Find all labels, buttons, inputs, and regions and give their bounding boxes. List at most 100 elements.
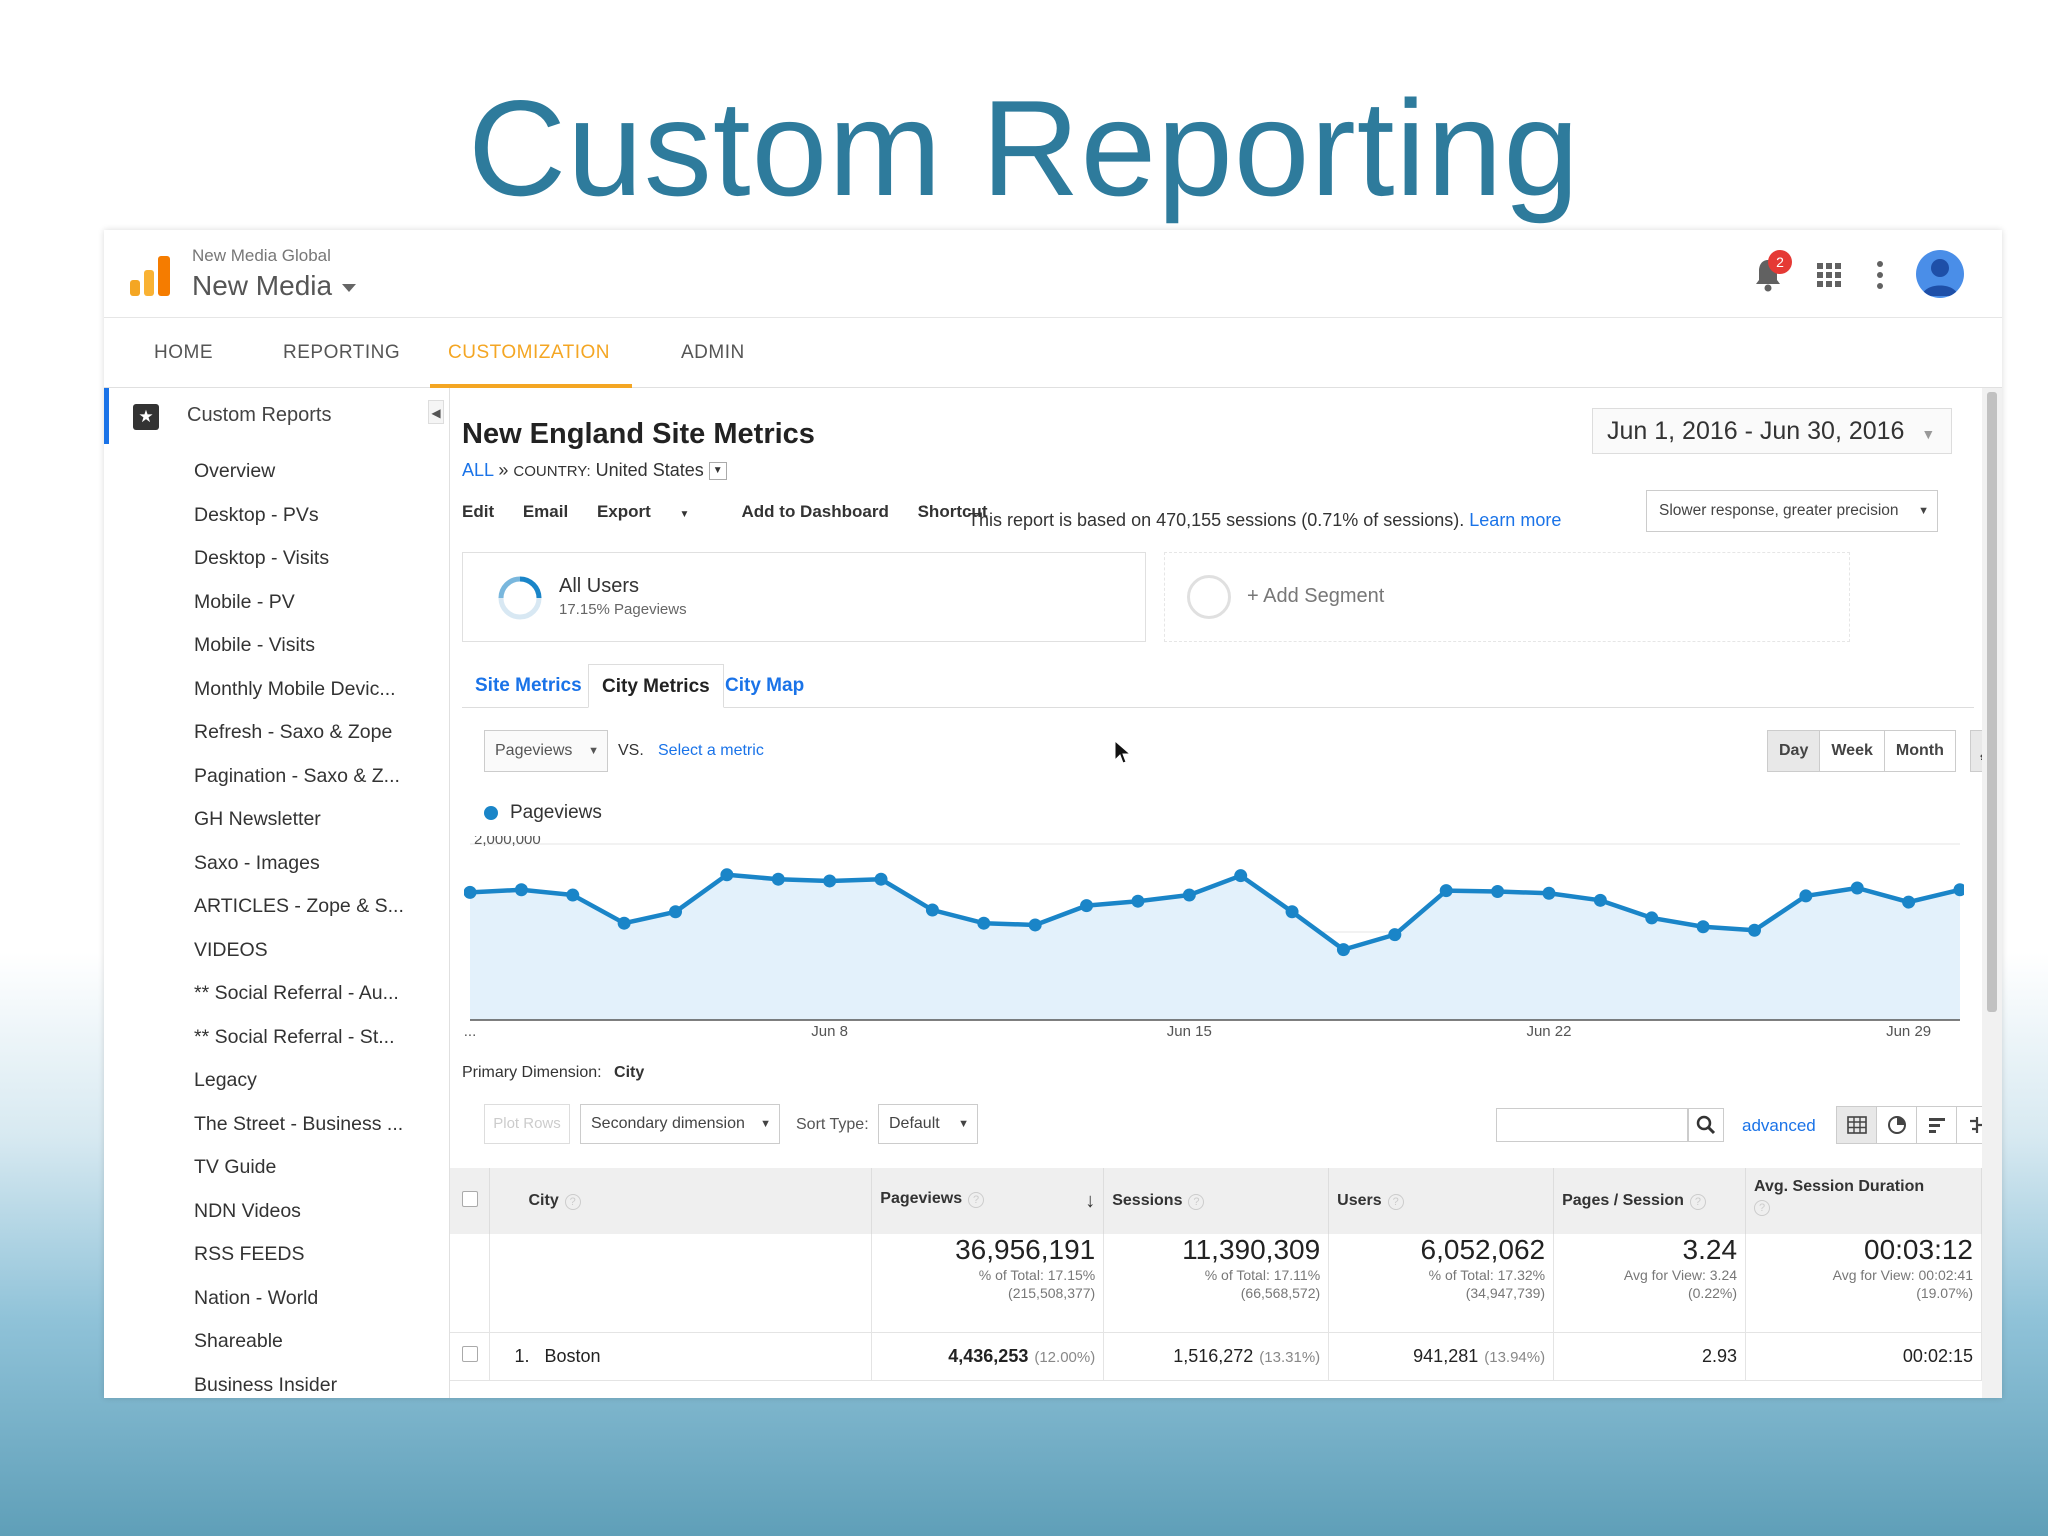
column-header-city[interactable]: City?: [489, 1168, 873, 1234]
scrollbar[interactable]: [1982, 388, 2002, 1398]
apps-grid-icon[interactable]: [1816, 262, 1842, 288]
edit-button[interactable]: Edit: [462, 502, 495, 521]
month-button[interactable]: Month: [1884, 731, 1955, 771]
sidebar-item[interactable]: ** Social Referral - St...: [194, 1025, 395, 1048]
sidebar-section-label: Custom Reports: [187, 404, 332, 426]
collapse-sidebar-icon[interactable]: ◀: [428, 400, 444, 424]
sidebar-item[interactable]: Desktop - Visits: [194, 547, 330, 569]
report-tabs: Site Metrics City Metrics City Map: [462, 664, 1974, 708]
learn-more-link[interactable]: Learn more: [1469, 510, 1562, 530]
table-grid-icon: [1846, 1116, 1867, 1134]
tab-city-metrics[interactable]: City Metrics: [588, 664, 724, 708]
tab-city-map[interactable]: City Map: [725, 675, 805, 696]
column-header-sessions[interactable]: Sessions?: [1103, 1168, 1330, 1234]
help-icon[interactable]: ?: [564, 1194, 581, 1210]
sidebar-item[interactable]: The Street - Business ...: [194, 1112, 404, 1135]
nav-home[interactable]: HOME: [154, 342, 213, 363]
data-point: [720, 868, 734, 882]
sort-type-select[interactable]: Default ▼: [878, 1104, 978, 1144]
add-segment-button[interactable]: + Add Segment: [1164, 552, 1850, 642]
nav-admin[interactable]: ADMIN: [681, 342, 745, 363]
sidebar-item[interactable]: ** Social Referral - Au...: [194, 982, 399, 1004]
help-icon[interactable]: ?: [968, 1191, 985, 1208]
sidebar-section-custom-reports[interactable]: ★ Custom Reports ◀: [104, 388, 450, 444]
advanced-filter-link[interactable]: advanced: [1742, 1116, 1816, 1135]
help-icon[interactable]: ?: [1689, 1194, 1706, 1210]
nav-reporting[interactable]: REPORTING: [283, 342, 401, 363]
day-button[interactable]: Day: [1768, 731, 1821, 771]
week-button[interactable]: Week: [1820, 731, 1885, 771]
sidebar-item[interactable]: Mobile - PV: [194, 590, 295, 613]
chevron-down-icon[interactable]: ▼: [708, 462, 727, 481]
column-header-avg-session-duration[interactable]: Avg. Session Duration?: [1745, 1168, 1982, 1234]
help-icon[interactable]: ?: [1754, 1200, 1771, 1216]
performance-view-button[interactable]: [1917, 1107, 1957, 1143]
sidebar-item[interactable]: TV Guide: [194, 1156, 277, 1178]
shortcut-button[interactable]: Shortcut: [917, 502, 988, 521]
help-icon[interactable]: ?: [1188, 1194, 1205, 1210]
cell-value: 1,516,272: [1173, 1345, 1254, 1366]
chevron-down-icon: ▼: [1918, 505, 1929, 517]
sidebar-item[interactable]: Legacy: [194, 1069, 257, 1091]
search-button[interactable]: [1688, 1108, 1724, 1142]
data-point: [464, 885, 477, 899]
sidebar-item[interactable]: Shareable: [194, 1330, 283, 1352]
data-point: [514, 883, 528, 897]
precision-select[interactable]: Slower response, greater precision ▼: [1646, 490, 1938, 532]
sort-type-label: Sort Type:: [796, 1116, 869, 1133]
sidebar-item[interactable]: Mobile - Visits: [194, 634, 316, 656]
sidebar-item[interactable]: RSS FEEDS: [194, 1243, 305, 1265]
sidebar-item[interactable]: Desktop - PVs: [194, 503, 319, 526]
total-subtext: Avg for View: 3.24: [1623, 1267, 1738, 1283]
percentage-view-button[interactable]: [1877, 1107, 1917, 1143]
sidebar-item[interactable]: GH Newsletter: [194, 808, 321, 830]
secondary-dimension-select[interactable]: Secondary dimension ▼: [580, 1104, 780, 1144]
sidebar-item[interactable]: Refresh - Saxo & Zope: [194, 721, 393, 743]
sidebar-item[interactable]: Business Insider: [194, 1373, 338, 1396]
add-to-dashboard-button[interactable]: Add to Dashboard: [741, 502, 889, 521]
column-header-users[interactable]: Users?: [1328, 1168, 1555, 1234]
help-icon[interactable]: ?: [1387, 1194, 1404, 1210]
export-button[interactable]: Export ▼: [597, 502, 713, 521]
table-toolbar: Plot Rows Secondary dimension ▼ Sort Type…: [450, 1096, 2002, 1152]
sidebar-item[interactable]: Saxo - Images: [194, 851, 320, 874]
sidebar-item[interactable]: ARTICLES - Zope & S...: [194, 895, 404, 917]
column-header-pageviews[interactable]: Pageviews? ↓: [871, 1168, 1105, 1234]
select-all-checkbox[interactable]: [461, 1190, 478, 1207]
data-view-button[interactable]: [1837, 1107, 1877, 1143]
column-header-pages-session[interactable]: Pages / Session?: [1553, 1168, 1747, 1234]
date-range-picker[interactable]: Jun 1, 2016 - Jun 30, 2016 ▼: [1592, 408, 1952, 454]
primary-dimension-label: Primary Dimension:: [462, 1064, 602, 1081]
email-button[interactable]: Email: [522, 502, 569, 521]
main-nav: HOME REPORTING CUSTOMIZATION ADMIN: [104, 318, 2002, 388]
table-search-input[interactable]: [1496, 1108, 1688, 1142]
segment-all-users[interactable]: All Users 17.15% Pageviews: [462, 552, 1146, 642]
nav-customization[interactable]: CUSTOMIZATION: [430, 318, 633, 388]
row-checkbox[interactable]: [461, 1345, 478, 1362]
sidebar-item[interactable]: Nation - World: [194, 1286, 319, 1309]
sidebar-item[interactable]: Pagination - Saxo & Z...: [194, 764, 400, 787]
user-avatar[interactable]: [1916, 250, 1964, 298]
select-metric-link[interactable]: Select a metric: [658, 742, 764, 759]
city-link[interactable]: Boston: [544, 1345, 601, 1366]
tab-site-metrics[interactable]: Site Metrics: [475, 675, 582, 696]
sampling-notice: This report is based on 470,155 sessions…: [968, 510, 1561, 531]
breadcrumb-all[interactable]: ALL: [462, 460, 494, 480]
analytics-logo-icon[interactable]: [128, 254, 172, 298]
data-point: [1388, 928, 1402, 942]
table-header-row: City? Pageviews? ↓ Sessions? Users? Pages…: [450, 1168, 1982, 1234]
column-label: Pages / Session: [1562, 1192, 1684, 1209]
plot-rows-button[interactable]: Plot Rows: [484, 1104, 570, 1144]
sidebar-item[interactable]: Overview: [194, 460, 276, 482]
table-row[interactable]: 1. Boston 4,436,253 (12.00%) 1,516,272 (13…: [450, 1332, 1982, 1381]
sidebar-item[interactable]: NDN Videos: [194, 1199, 301, 1222]
x-tick-label: Jun 8: [811, 1023, 848, 1036]
primary-dimension-value[interactable]: City: [614, 1064, 645, 1081]
more-options-icon[interactable]: [1876, 260, 1884, 290]
property-selector[interactable]: New Media: [192, 270, 357, 302]
cell-percent: (12.00%): [1034, 1348, 1096, 1366]
scrollbar-thumb[interactable]: [1987, 392, 1997, 1012]
sidebar-item[interactable]: VIDEOS: [194, 938, 268, 961]
sidebar-item[interactable]: Monthly Mobile Devic...: [194, 677, 396, 700]
metric-select[interactable]: Pageviews ▼: [484, 730, 608, 772]
